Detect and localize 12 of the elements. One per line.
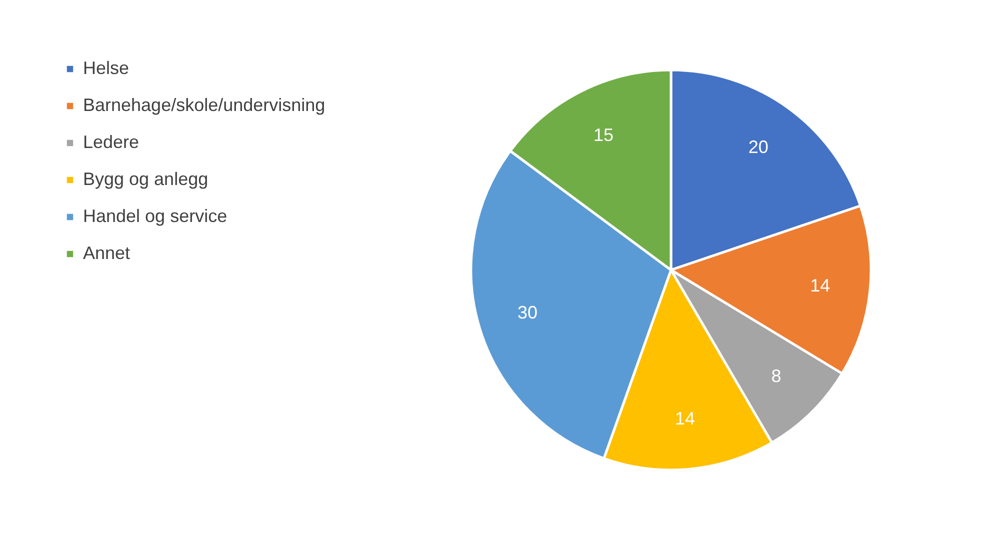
legend-label: Handel og service [83, 206, 228, 226]
legend-label: Annet [83, 243, 130, 263]
legend-label: Helse [83, 58, 130, 78]
legend-label: Bygg og anlegg [83, 169, 208, 189]
data-label: 30 [517, 302, 538, 323]
legend-label: Barnehage/skole/undervisning [83, 95, 326, 115]
data-label: 14 [674, 408, 695, 428]
data-label: 8 [771, 366, 782, 386]
legend-label: Ledere [83, 132, 140, 152]
data-label: 14 [810, 275, 830, 296]
data-label: 15 [594, 125, 614, 146]
data-label: 20 [748, 137, 768, 158]
